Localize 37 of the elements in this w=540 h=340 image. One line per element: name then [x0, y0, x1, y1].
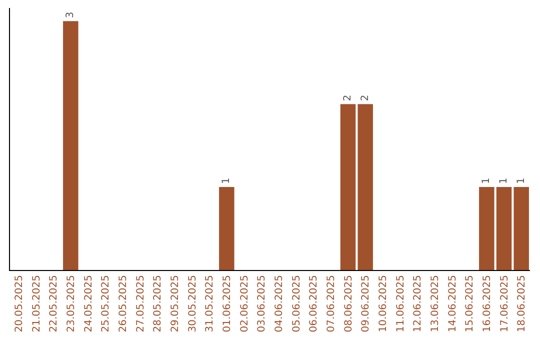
x-tick-label: 14.06.2025: [447, 275, 458, 332]
data-label: 2: [342, 94, 354, 102]
data-label: 2: [360, 94, 371, 102]
x-tick-label: 17.06.2025: [499, 275, 510, 332]
x-tick-label: 20.05.2025: [14, 275, 25, 332]
x-tick-label: 18.06.2025: [516, 275, 528, 332]
x-tick-label: 30.05.2025: [187, 275, 198, 332]
x-tick-label: 25.05.2025: [100, 275, 112, 332]
x-tick-label: 11.06.2025: [395, 275, 406, 332]
x-tick-label: 21.05.2025: [31, 275, 42, 332]
x-tick-label: 10.06.2025: [378, 275, 389, 332]
x-tick-label: 26.05.2025: [118, 275, 129, 332]
data-label: 1: [221, 178, 232, 184]
data-label: 3: [65, 12, 76, 18]
x-tick-label: 05.06.2025: [291, 275, 302, 332]
x-tick-label: 07.06.2025: [326, 275, 337, 332]
x-tick-label: 28.05.2025: [152, 275, 164, 332]
x-tick-label: 08.06.2025: [343, 275, 354, 332]
x-tick-label: 12.06.2025: [412, 275, 424, 332]
x-tick-label: 13.06.2025: [430, 275, 441, 332]
x-tick-label: 15.06.2025: [464, 275, 476, 332]
x-tick-label: 24.05.2025: [83, 275, 94, 332]
x-tick-label: 22.05.2025: [48, 275, 60, 332]
x-tick-label: 31.05.2025: [204, 275, 216, 332]
x-tick-label: 06.06.2025: [308, 275, 320, 332]
data-label: 1: [516, 178, 527, 184]
x-tick-label: 29.05.2025: [170, 275, 181, 332]
x-tick-label: 01.06.2025: [222, 275, 233, 332]
x-tick-label: 02.06.2025: [239, 275, 250, 332]
x-tick-label: 04.06.2025: [274, 275, 285, 332]
x-tick-label: 03.06.2025: [256, 275, 268, 332]
x-tick-label: 16.06.2025: [482, 275, 493, 332]
x-tick-label: 23.05.2025: [66, 275, 77, 332]
x-tick-label: 09.06.2025: [360, 275, 372, 332]
data-label: 1: [498, 178, 510, 184]
x-tick-label: 27.05.2025: [135, 275, 146, 332]
data-label: 1: [481, 178, 492, 184]
